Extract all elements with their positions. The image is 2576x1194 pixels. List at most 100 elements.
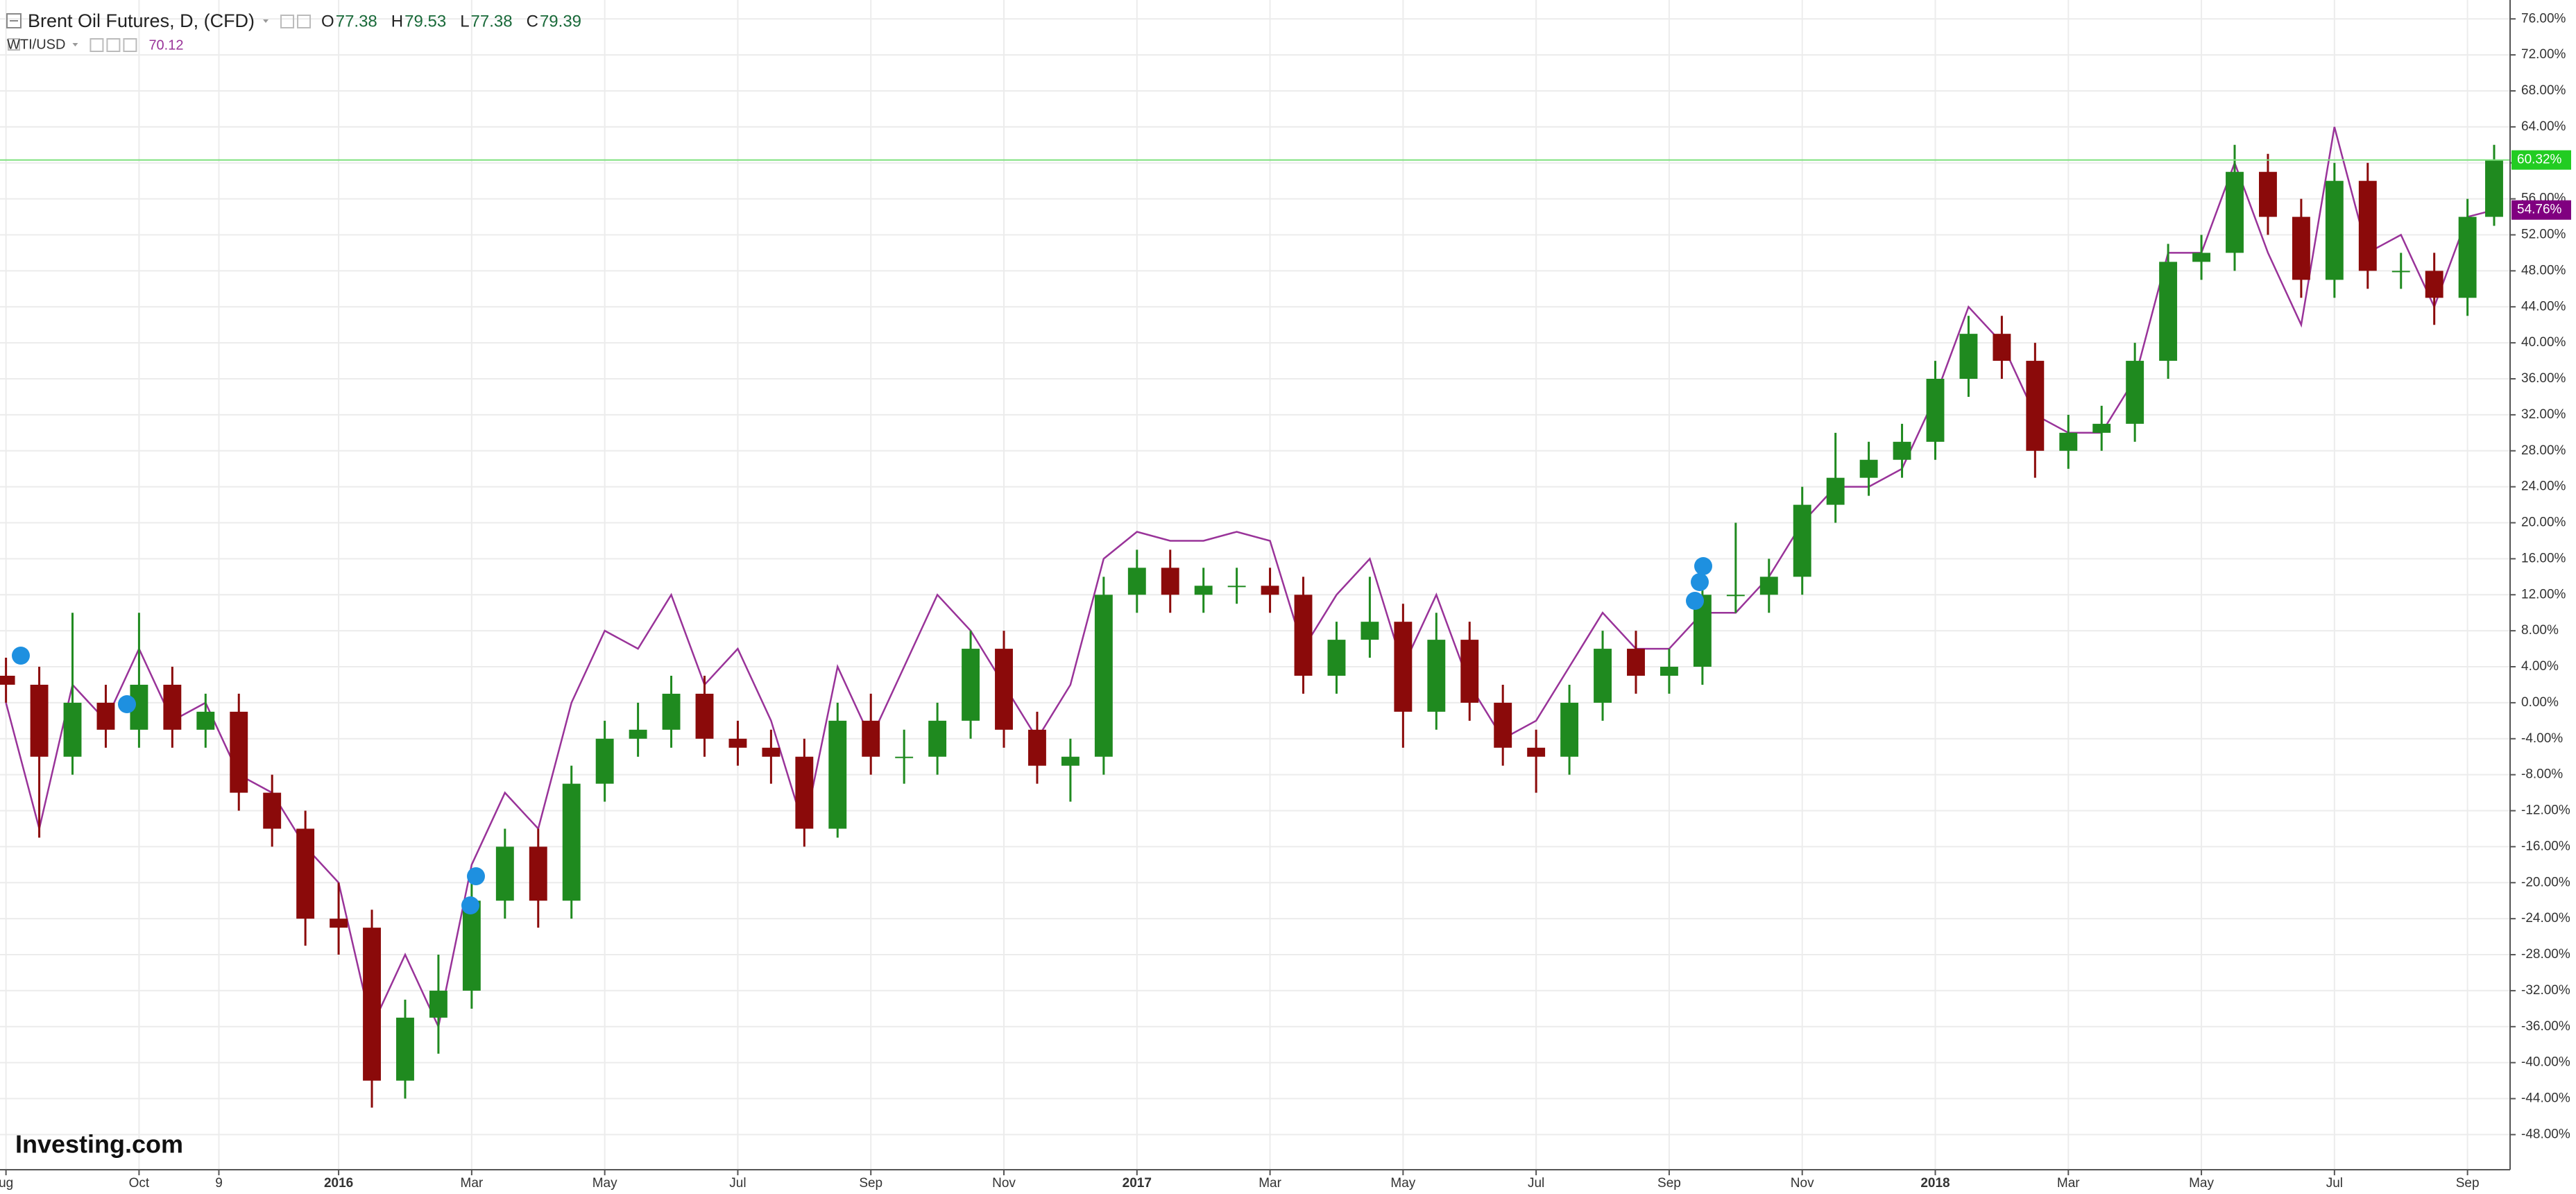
candle-body: [2259, 171, 2277, 217]
candle-body: [30, 684, 49, 757]
candle-body: [862, 720, 880, 757]
y-tick-label: 40.00%: [2521, 335, 2566, 350]
wti-icon[interactable]: [8, 38, 20, 51]
candle-body: [795, 756, 814, 829]
event-marker[interactable]: [461, 896, 479, 914]
y-tick-label: 28.00%: [2521, 443, 2566, 458]
candle-body: [962, 649, 980, 721]
x-tick-label: Jul: [729, 1176, 746, 1191]
candle-body: [1127, 568, 1146, 595]
x-tick-label: 2017: [1123, 1176, 1152, 1191]
series-icon[interactable]: [123, 38, 137, 52]
dropdown-caret: [72, 43, 78, 46]
event-marker[interactable]: [12, 647, 30, 665]
event-marker[interactable]: [118, 695, 136, 713]
header: Brent Oil Futures, D, (CFD) O 77.38 H 79.53 L…: [6, 10, 581, 53]
line-series: [5, 126, 2495, 1030]
candle-body: [1959, 334, 1978, 379]
candle-body: [2325, 180, 2344, 280]
candle-body: [2059, 432, 2078, 451]
x-tick-label: Nov: [992, 1176, 1016, 1191]
candle-body: [462, 901, 481, 991]
candle-body: [1594, 649, 1612, 703]
candle-body: [562, 783, 581, 901]
candle-body: [1993, 334, 2011, 361]
candle-body: [1427, 640, 1446, 712]
candle-body: [1859, 459, 1878, 478]
x-tick-label: Mar: [1259, 1176, 1281, 1191]
last-price-label: 54.76%: [2517, 203, 2562, 217]
candle-body: [1094, 595, 1113, 757]
y-tick-label: -24.00%: [2521, 911, 2570, 926]
candle-body: [363, 928, 381, 1081]
x-tick-label: Oct: [129, 1176, 150, 1191]
event-marker[interactable]: [467, 867, 485, 885]
y-tick-label: 44.00%: [2521, 299, 2566, 314]
hide-icon[interactable]: [297, 15, 312, 28]
y-tick-label: -40.00%: [2521, 1055, 2570, 1070]
candle-body: [728, 738, 747, 748]
y-tick-label: 52.00%: [2521, 228, 2566, 242]
event-markers: [12, 557, 1712, 914]
plot: [0, 126, 2510, 1108]
quote-value: 77.38: [336, 12, 377, 31]
y-tick-label: 64.00%: [2521, 119, 2566, 134]
candle-body: [1227, 586, 1246, 588]
event-marker[interactable]: [1694, 557, 1712, 575]
candle-body: [2226, 171, 2244, 253]
candle-body: [263, 792, 282, 829]
quote-label: H: [391, 12, 403, 31]
candle-body: [1826, 477, 1845, 505]
candle-body: [1360, 622, 1379, 640]
candle-body: [1494, 702, 1512, 748]
candle-body: [2485, 160, 2503, 217]
event-marker[interactable]: [1691, 573, 1709, 591]
y-tick-label: 4.00%: [2521, 659, 2559, 674]
y-tick-label: 12.00%: [2521, 587, 2566, 602]
x-tick-label: Nov: [1791, 1176, 1814, 1191]
y-tick-label: -48.00%: [2521, 1127, 2570, 1141]
series-title: WTI/USD: [7, 37, 65, 52]
candle-body: [629, 729, 647, 739]
candle-body: [2358, 180, 2377, 271]
candle-body: [396, 1017, 414, 1081]
candle-body: [63, 702, 82, 757]
candle-body: [196, 711, 215, 730]
last-price-tag: [2511, 150, 2571, 170]
x-tick-label: May: [2189, 1176, 2214, 1191]
last-price-label: 60.32%: [2517, 153, 2562, 167]
x-tick-label: Jul: [1528, 1176, 1544, 1191]
candle-body: [1660, 667, 1678, 676]
candle-body: [2391, 271, 2410, 273]
candle-body: [1926, 379, 1945, 442]
event-marker[interactable]: [1686, 592, 1704, 610]
grid: [0, 0, 2510, 1170]
candle-body: [529, 846, 547, 901]
collapse-icon[interactable]: [6, 13, 22, 28]
candle-body: [2092, 423, 2111, 433]
series-icon[interactable]: [106, 38, 121, 52]
candle-body: [230, 711, 248, 793]
x-tick-label: ug: [0, 1176, 13, 1191]
candle-body: [1327, 640, 1346, 676]
y-tick-label: 36.00%: [2521, 371, 2566, 386]
y-tick-label: -8.00%: [2521, 767, 2563, 782]
dropdown-caret: [263, 19, 269, 23]
y-tick-label: 8.00%: [2521, 623, 2559, 638]
x-tick-label: 9: [215, 1176, 223, 1191]
y-tick-label: 20.00%: [2521, 515, 2566, 530]
y-tick-label: -32.00%: [2521, 983, 2570, 998]
settings-icon[interactable]: [280, 15, 295, 28]
last-price-tag: [2511, 200, 2571, 220]
candle-body: [2425, 271, 2443, 298]
series-icon[interactable]: [89, 38, 104, 52]
y-tick-label: 32.00%: [2521, 407, 2566, 422]
candle-body: [2126, 361, 2144, 424]
y-tick-label: 16.00%: [2521, 551, 2566, 565]
candle-body: [163, 684, 182, 730]
quote-value: 77.38: [471, 12, 513, 31]
x-tick-label: Sep: [1657, 1176, 1681, 1191]
y-tick-label: 68.00%: [2521, 83, 2566, 98]
